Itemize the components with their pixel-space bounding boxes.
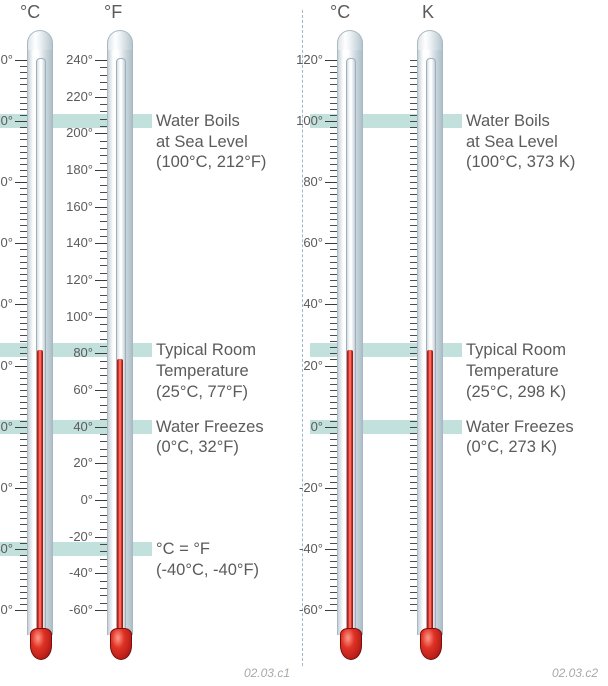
tick-scale: -60° -40° -20° 0° 20° 40° 60° 80° 100° 120° 140° 16… [67, 0, 107, 686]
tick-label: -20° [0, 480, 13, 495]
tick-label: 40° [0, 296, 13, 311]
unit-header: K [422, 2, 434, 23]
tick-label: 100° [296, 113, 323, 128]
annotation: Typical RoomTemperature(25°C, 77°F) [156, 340, 256, 402]
tick-label: 20° [73, 455, 93, 470]
tick-label: 80° [73, 345, 93, 360]
tick-label: 240° [66, 52, 93, 67]
tick-label: 20° [0, 358, 13, 373]
figure-credit: 02.03.c1 [244, 666, 290, 680]
annotation: Water Freezes(0°C, 273 K) [466, 417, 574, 458]
tick-label: 100° [66, 309, 93, 324]
tick-scale [377, 0, 417, 686]
tick-label: 0° [311, 419, 323, 434]
tick-label: 220° [66, 89, 93, 104]
tick-label: 0° [81, 492, 93, 507]
figure-credit: 02.03.c2 [552, 666, 598, 680]
tick-label: 60° [303, 235, 323, 250]
tick-scale: -60° -40° -20° 0° 20° 40° 60° 80° 100° 120° [297, 0, 337, 686]
panel-celsius-kelvin: °CK-60°-40°-20°0°20°40°60°80°100°120°Wat… [310, 0, 608, 686]
annotation: °C = °F(-40°C, -40°F) [156, 539, 259, 580]
tick-label: -20° [299, 480, 323, 495]
tick-label: 140° [66, 235, 93, 250]
panel-celsius-fahrenheit: °C°F-60°-40°-20°0°20°40°60°80°100°120°-6… [0, 0, 300, 686]
tick-label: 200° [66, 125, 93, 140]
thermometer-k [417, 30, 443, 660]
tick-label: 20° [303, 358, 323, 373]
thermometer-c [337, 30, 363, 660]
tick-label: 100° [0, 113, 13, 128]
tick-label: 40° [73, 419, 93, 434]
tick-label: 40° [303, 296, 323, 311]
thermometer-c [27, 30, 53, 660]
tick-label: 120° [66, 272, 93, 287]
tick-label: -40° [69, 565, 93, 580]
tick-label: 160° [66, 199, 93, 214]
tick-label: 120° [0, 52, 13, 67]
annotation: Water Boilsat Sea Level(100°C, 212°F) [156, 111, 266, 173]
tick-label: 120° [296, 52, 323, 67]
tick-label: 60° [0, 235, 13, 250]
tick-label: -20° [69, 529, 93, 544]
annotation: Water Freezes(0°C, 32°F) [156, 417, 264, 458]
annotation: Water Boilsat Sea Level(100°C, 373 K) [466, 111, 575, 173]
tick-label: 180° [66, 162, 93, 177]
tick-label: 60° [73, 382, 93, 397]
tick-label: 80° [303, 174, 323, 189]
annotation: Typical RoomTemperature(25°C, 298 K) [466, 340, 566, 402]
tick-label: -40° [299, 541, 323, 556]
tick-scale: -60° -40° -20° 0° 20° 40° 60° 80° 100° 120° [0, 0, 27, 686]
thermometer-f [107, 30, 133, 660]
tick-label: -60° [0, 602, 13, 617]
tick-label: -40° [0, 541, 13, 556]
tick-label: -60° [299, 602, 323, 617]
tick-label: 0° [1, 419, 13, 434]
tick-label: -60° [69, 602, 93, 617]
tick-label: 80° [0, 174, 13, 189]
